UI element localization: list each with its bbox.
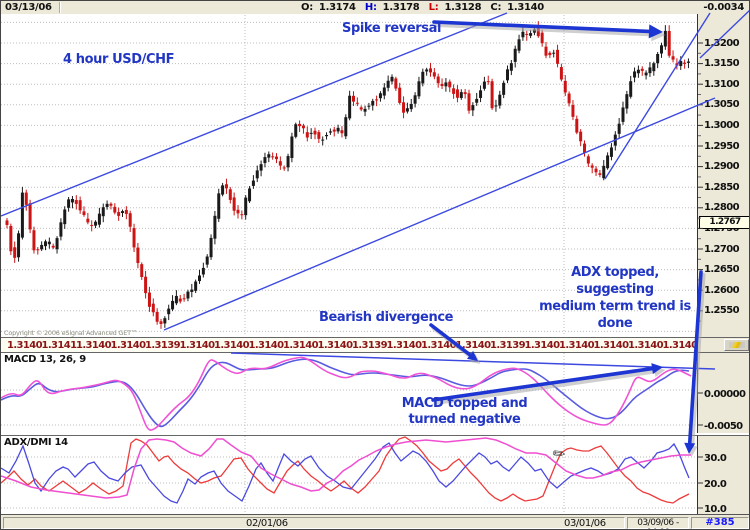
price-row-value: 1.3140 (455, 340, 492, 351)
close-value: 1.3140 (507, 2, 544, 13)
price-axis-label: 1.2700 (704, 243, 740, 255)
macd-panel-label: MACD 13, 26, 9 (4, 354, 86, 365)
price-axis-label: 1.2600 (704, 284, 740, 296)
price-row-value: 1.3140 (524, 340, 561, 351)
price-axis-label: 1.3000 (704, 119, 740, 131)
adx-axis-label: 20.0 (704, 478, 727, 490)
bar-count-badge: #385 (691, 517, 749, 529)
price-row-value: 1.3140 (248, 340, 285, 351)
price-row-value: 1.3140 (421, 340, 457, 351)
adx-panel-label: ADX/DMI 14 (4, 437, 68, 448)
low-label: L: (428, 2, 439, 13)
net-change: -0.0034 (703, 2, 744, 13)
time-axis-segment: 02/01/06 03/01/06 (3, 517, 625, 529)
price-row-value: 1.3140 (662, 340, 699, 351)
price-row-value: 1.3140 (386, 340, 423, 351)
copyright-text: Copyright © 2006 eSignal Advanced GET™ (4, 329, 138, 337)
price-row-value: 1.3140 (214, 340, 250, 351)
price-axis-label: 1.3200 (704, 37, 740, 49)
open-label: O: (301, 2, 313, 13)
adx-topped-annotation: ADX topped, suggesting medium term trend… (539, 265, 691, 331)
time-axis-bar: 02/01/06 03/01/06 03/09/06 - 04:00 #385 (1, 514, 749, 529)
price-axis-label: 1.3150 (704, 58, 740, 70)
price-axis-label: 1.3100 (704, 78, 740, 90)
current-bar-datetime: 03/09/06 - 04:00 (627, 517, 689, 529)
pencil-tool-icon (729, 342, 745, 348)
adx-axis-label: 30.0 (704, 452, 727, 464)
macd-axis-label: 0.00000 (704, 388, 746, 400)
header-date: 03/13/06 (5, 2, 52, 13)
price-row-value: 1.3140 (283, 340, 319, 351)
price-axis-label: 1.2800 (704, 202, 740, 214)
price-axis-label: 1.2900 (704, 161, 740, 173)
header-bar: 03/13/06 O: 1.3174 H: 1.3178 L: 1.3128 C: 1.… (1, 1, 749, 15)
price-axis-label: 1.2550 (704, 305, 740, 317)
high-value: 1.3178 (382, 2, 420, 13)
adx-axis-label: 10.0 (704, 503, 727, 515)
header-divider (59, 2, 61, 13)
macd-pane[interactable] (1, 352, 697, 434)
axis-date-1: 02/01/06 (246, 518, 288, 529)
macd-axis-label: -0.0050 (704, 420, 743, 432)
price-axis-label: 1.2850 (704, 181, 740, 193)
spike-reversal-annotation: Spike reversal (342, 21, 442, 36)
close-label: C: (490, 2, 502, 13)
price-axis: 1.3200 1.3150 1.3100 1.3050 1.3000 1.2950 1.29… (697, 14, 749, 337)
instrument-annotation: 4 hour USD/CHF (63, 52, 175, 67)
price-row-value: 1.3139 (490, 340, 526, 351)
price-row-value: 1.3141 (41, 340, 78, 351)
price-axis-label: 1.2650 (704, 264, 740, 276)
ohlc-readout: O: 1.3174 H: 1.3178 L: 1.3128 C: 1.3140 (301, 2, 550, 13)
price-value-row: 1.3140 1.3141 1.3140 1.3140 1.3139 1.3140 1.31… (1, 337, 733, 353)
price-row-value: 1.3140 (628, 340, 664, 351)
price-level-marker: 1.2767 (699, 216, 749, 229)
price-row-value: 1.3140 (76, 340, 112, 351)
price-row-value: 1.3140 (593, 340, 630, 351)
open-value: 1.3174 (318, 2, 356, 13)
bearish-divergence-annotation: Bearish divergence (319, 310, 454, 325)
high-label: H: (364, 2, 377, 13)
adx-dmi-pane[interactable] (1, 435, 697, 515)
macd-axis: 0.00000 -0.0050 (697, 352, 749, 433)
chart-tool-icon[interactable] (724, 339, 749, 351)
low-value: 1.3128 (444, 2, 482, 13)
price-row-value: 1.3140 (317, 340, 354, 351)
price-row-value: 1.3140 (110, 340, 147, 351)
price-row-value: 1.3140 (7, 340, 43, 351)
axis-date-2: 03/01/06 (564, 518, 606, 529)
price-row-value: 1.3139 (145, 340, 181, 351)
price-axis-label: 1.2950 (704, 140, 740, 152)
adx-axis: 30.0 20.0 10.0 (697, 435, 749, 515)
macd-topped-annotation: MACD topped and turned negative (401, 396, 528, 427)
price-row-value: 1.3140 (559, 340, 595, 351)
price-row-value: 1.3140 (179, 340, 216, 351)
price-axis-label: 1.3050 (704, 99, 740, 111)
price-row-value: 1.3139 (352, 340, 388, 351)
